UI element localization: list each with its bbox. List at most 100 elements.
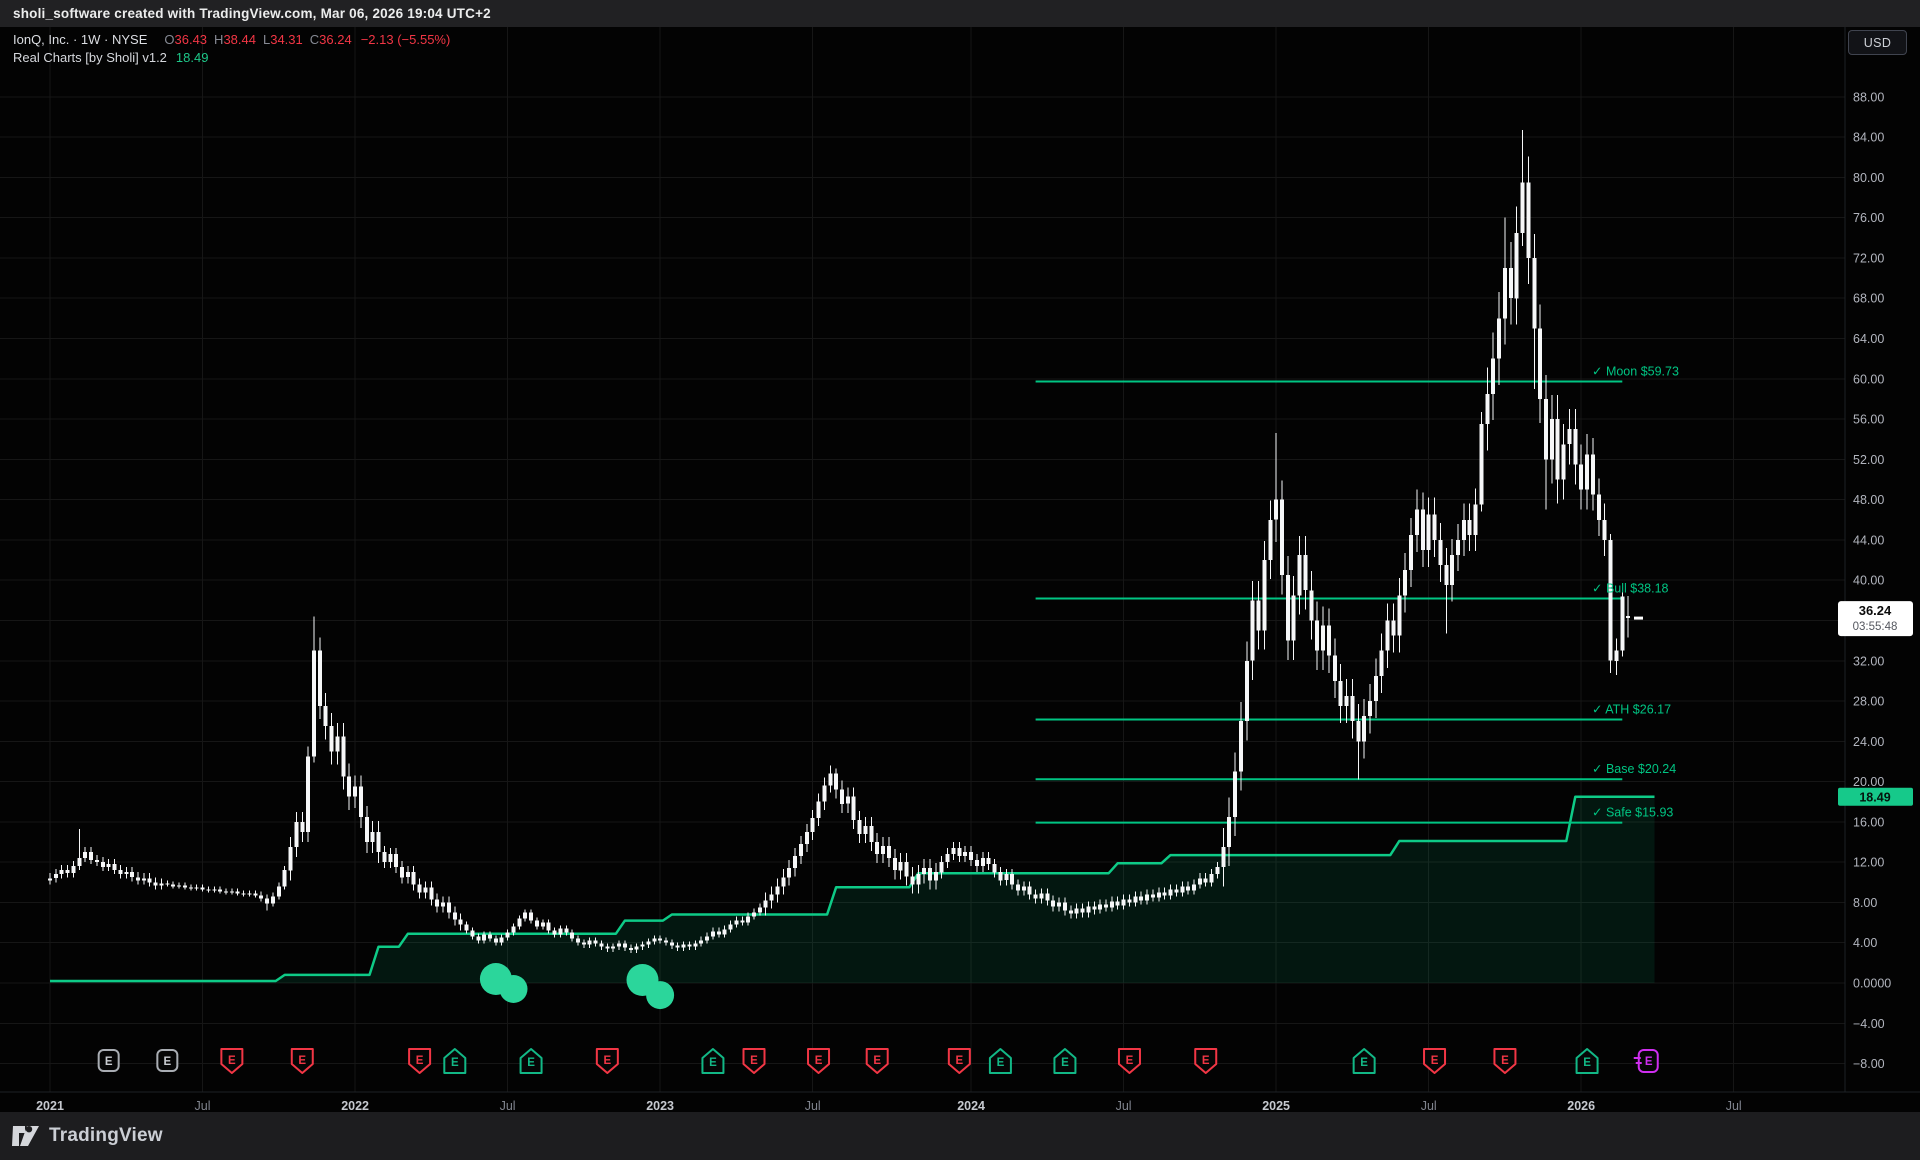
- attribution-text: sholi_software created with TradingView.…: [13, 6, 491, 21]
- earnings-marker-miss[interactable]: E: [807, 1048, 831, 1074]
- time-axis-label: Jul: [195, 1099, 211, 1113]
- earnings-marker-beat[interactable]: E: [701, 1048, 725, 1074]
- earnings-marker-miss[interactable]: E: [1194, 1048, 1218, 1074]
- legend-symbol-row[interactable]: IonQ, Inc. · 1W · NYSE O 36.43 H 38.44 L…: [13, 31, 450, 47]
- svg-text:E: E: [1501, 1055, 1509, 1067]
- indicator-title: Real Charts [by Sholi] v1.2: [13, 49, 167, 65]
- price-axis-label: 12.00: [1853, 856, 1884, 870]
- svg-text:E: E: [1360, 1057, 1368, 1069]
- svg-text:E: E: [750, 1055, 758, 1067]
- earnings-marker-neutral[interactable]: E: [97, 1049, 120, 1072]
- level-labels-layer: ✓ Moon $59.73 ✓ Bull $38.18 ✓ ATH $26.17 ✓ …: [1592, 365, 1679, 820]
- earnings-marker-miss[interactable]: E: [1117, 1048, 1141, 1074]
- price-axis-label: 44.00: [1853, 533, 1884, 547]
- price-axis-label: 72.00: [1853, 252, 1884, 266]
- attribution-bar: sholi_software created with TradingView.…: [0, 0, 1920, 27]
- indicator-value: 18.49: [175, 49, 209, 65]
- price-axis-label: 60.00: [1853, 372, 1884, 386]
- earnings-marker-miss[interactable]: E: [595, 1048, 619, 1074]
- earnings-marker-beat[interactable]: E: [519, 1048, 543, 1074]
- time-axis-label: 2022: [341, 1099, 369, 1113]
- axis-borders: [0, 27, 1920, 1093]
- svg-text:E: E: [709, 1057, 717, 1069]
- price-axis-label: 64.00: [1853, 332, 1884, 346]
- time-axis-label: 2025: [1262, 1099, 1290, 1113]
- earnings-marker-miss[interactable]: E: [290, 1048, 314, 1074]
- last-price-tick: [1634, 616, 1643, 620]
- price-axis-label: 76.00: [1853, 211, 1884, 225]
- time-axis[interactable]: 2021 Jul 2022 Jul 2023 Jul 2024 Jul 2025 Jul 2026 J…: [0, 1092, 1920, 1113]
- svg-text:E: E: [298, 1055, 306, 1067]
- price-axis-label: 8.00: [1853, 896, 1877, 910]
- price-axis-label: 32.00: [1853, 654, 1884, 668]
- change-value: −2.13 (−5.55%): [360, 31, 451, 47]
- earnings-marker-miss[interactable]: E: [220, 1048, 244, 1074]
- candles-layer: [48, 130, 1631, 953]
- earnings-marker-beat[interactable]: E: [988, 1048, 1012, 1074]
- earnings-marker-miss[interactable]: E: [947, 1048, 971, 1074]
- indicator-value-badge: 18.49: [1838, 787, 1913, 806]
- level-label-ath: ✓ ATH $26.17: [1592, 703, 1671, 717]
- earnings-marker-neutral[interactable]: E: [156, 1049, 179, 1072]
- svg-text:E: E: [451, 1057, 459, 1069]
- currency-label: USD: [1863, 35, 1892, 50]
- chart-legend: IonQ, Inc. · 1W · NYSE O 36.43 H 38.44 L…: [13, 31, 450, 67]
- svg-text:E: E: [1431, 1055, 1439, 1067]
- earnings-marker-beat[interactable]: E: [1575, 1048, 1599, 1074]
- price-axis-label: 84.00: [1853, 131, 1884, 145]
- low-value: 34.31: [270, 31, 303, 47]
- level-label-moon: ✓ Moon $59.73: [1592, 365, 1679, 379]
- earnings-marker-miss[interactable]: E: [865, 1048, 889, 1074]
- price-axis[interactable]: 88.00 84.00 80.00 76.00 72.00 68.00 64.00 60.00…: [1845, 27, 1920, 1092]
- legend-indicator-row[interactable]: Real Charts [by Sholi] v1.2 18.49: [13, 49, 450, 65]
- svg-text:E: E: [228, 1055, 236, 1067]
- earnings-marker-beat[interactable]: E: [1352, 1048, 1376, 1074]
- earnings-marker-miss[interactable]: E: [408, 1048, 432, 1074]
- price-axis-label: 0.0000: [1853, 977, 1891, 991]
- indicator-signal-blobs: [479, 963, 675, 1010]
- price-axis-label: 48.00: [1853, 493, 1884, 507]
- signal-blob: [646, 981, 675, 1010]
- high-value: 38.44: [223, 31, 256, 47]
- earnings-marker-miss[interactable]: E: [1493, 1048, 1517, 1074]
- svg-text:E: E: [1126, 1055, 1134, 1067]
- brand-bar: TradingView: [0, 1112, 1920, 1160]
- open-value: 36.43: [174, 31, 208, 47]
- symbol-title: IonQ, Inc. · 1W · NYSE: [13, 31, 148, 47]
- currency-button[interactable]: USD: [1848, 30, 1907, 55]
- tradingview-logo-icon: [12, 1126, 39, 1146]
- svg-text:E: E: [873, 1055, 881, 1067]
- level-label-safe: ✓ Safe $15.93: [1592, 806, 1673, 820]
- open-label: O: [164, 31, 175, 47]
- earnings-marker-miss[interactable]: E: [1423, 1048, 1447, 1074]
- earnings-marker-miss[interactable]: E: [742, 1048, 766, 1074]
- earnings-marker-beat[interactable]: E: [443, 1048, 467, 1074]
- grid-layer: [0, 27, 1845, 1092]
- close-label: C: [309, 31, 320, 47]
- high-label: H: [214, 31, 224, 47]
- price-axis-label: 68.00: [1853, 292, 1884, 306]
- time-axis-label: 2023: [646, 1099, 674, 1113]
- price-axis-label: 4.00: [1853, 936, 1877, 950]
- svg-text:E: E: [527, 1057, 535, 1069]
- price-axis-label: 88.00: [1853, 90, 1884, 104]
- earnings-marker-upcoming[interactable]: E: [1633, 1049, 1659, 1073]
- svg-text:E: E: [1202, 1055, 1210, 1067]
- tradingview-logo[interactable]: TradingView: [12, 1125, 163, 1147]
- svg-text:E: E: [105, 1056, 113, 1068]
- svg-text:E: E: [815, 1055, 823, 1067]
- svg-text:36.24: 36.24: [1859, 603, 1892, 618]
- level-lines-layer: [1035, 380, 1623, 824]
- time-axis-label: 2024: [957, 1099, 985, 1113]
- close-value: 36.24: [319, 31, 352, 47]
- svg-text:E: E: [1645, 1056, 1653, 1068]
- level-label-base: ✓ Base $20.24: [1592, 762, 1676, 776]
- price-axis-label: 16.00: [1853, 815, 1884, 829]
- price-axis-label: −4.00: [1853, 1017, 1885, 1031]
- earnings-marker-beat[interactable]: E: [1053, 1048, 1077, 1074]
- signal-blob: [499, 975, 528, 1003]
- svg-text:E: E: [416, 1055, 424, 1067]
- price-axis-label: 20.00: [1853, 775, 1884, 789]
- svg-text:03:55:48: 03:55:48: [1853, 621, 1898, 633]
